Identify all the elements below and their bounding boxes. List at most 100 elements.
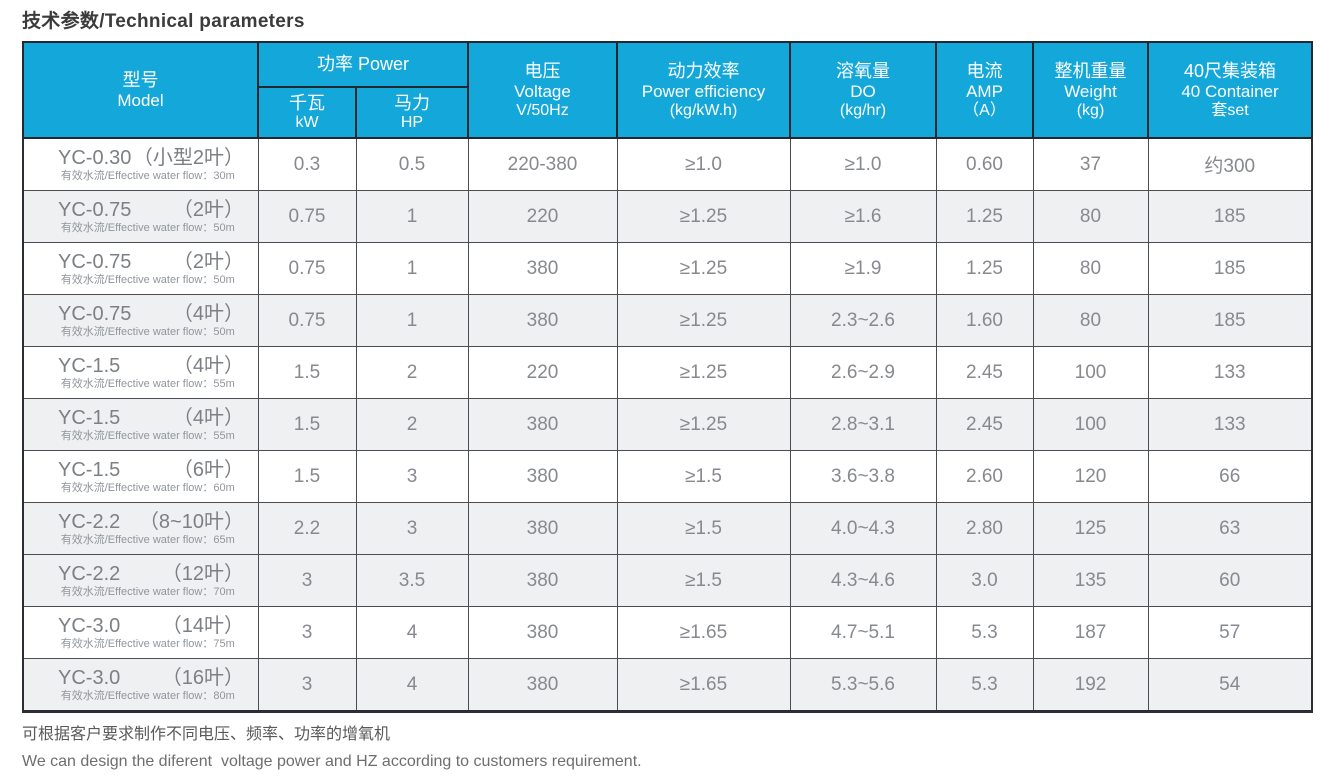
cell-kw: 3 — [257, 658, 357, 712]
model-name: YC-0.75 （2叶） — [58, 199, 244, 221]
table-row: YC-2.2 （8~10叶） 有效水流/Effective water flow… — [22, 502, 1313, 555]
cell-weight: 80 — [1032, 294, 1149, 347]
header-kw-unit: kW — [295, 114, 319, 131]
cell-container: 57 — [1147, 606, 1313, 659]
table-row: YC-1.5 （6叶） 有效水流/Effective water flow：60… — [22, 450, 1313, 503]
cell-do: 4.0~4.3 — [789, 502, 937, 555]
cell-do: ≥1.0 — [789, 137, 937, 191]
cell-voltage: 220 — [467, 346, 618, 399]
cell-amp: 2.45 — [935, 398, 1034, 451]
cell-container: 66 — [1147, 450, 1313, 503]
cell-hp: 1 — [355, 294, 469, 347]
effective-water-flow: 有效水流/Effective water flow：60m — [60, 481, 235, 494]
cell-weight: 100 — [1032, 346, 1149, 399]
footer-note-en: We can design the diferent voltage power… — [22, 753, 642, 770]
model-code: YC-0.75 — [58, 250, 132, 273]
cell-hp: 0.5 — [355, 137, 469, 191]
cell-model: YC-3.0 （14叶） 有效水流/Effective water flow：7… — [22, 606, 259, 659]
header-power: 功率 Power — [257, 41, 469, 88]
header-do-zh: 溶氧量 — [836, 60, 890, 81]
model-name: YC-0.75 （2叶） — [58, 251, 244, 273]
header-efficiency: 动力效率 Power efficiency (kg/kW.h) — [616, 41, 791, 139]
model-name: YC-1.5 （4叶） — [58, 355, 244, 377]
cell-amp: 1.25 — [935, 190, 1034, 243]
cell-do: 4.3~4.6 — [789, 554, 937, 607]
header-voltage: 电压 Voltage V/50Hz — [467, 41, 618, 139]
cell-do: 4.7~5.1 — [789, 606, 937, 659]
model-blades: （4叶） — [172, 354, 244, 377]
model-code: YC-2.2 — [58, 510, 121, 533]
cell-container: 63 — [1147, 502, 1313, 555]
cell-efficiency: ≥1.25 — [616, 242, 791, 295]
footer-note-zh: 可根据客户要求制作不同电压、频率、功率的增氧机 — [22, 726, 391, 743]
cell-kw: 0.75 — [257, 190, 357, 243]
header-model-zh: 型号 — [122, 69, 159, 90]
cell-kw: 1.5 — [257, 450, 357, 503]
header-weight: 整机重量 Weight (kg) — [1032, 41, 1149, 139]
cell-do: 2.8~3.1 — [789, 398, 937, 451]
cell-voltage: 380 — [467, 294, 618, 347]
cell-efficiency: ≥1.25 — [616, 294, 791, 347]
cell-kw: 0.75 — [257, 294, 357, 347]
header-weight-unit: (kg) — [1076, 101, 1105, 119]
cell-amp: 0.60 — [935, 137, 1034, 191]
model-code: YC-1.5 — [58, 406, 121, 429]
cell-weight: 100 — [1032, 398, 1149, 451]
cell-model: YC-0.75 （4叶） 有效水流/Effective water flow：5… — [22, 294, 259, 347]
cell-hp: 3 — [355, 502, 469, 555]
model-name: YC-3.0 （14叶） — [58, 615, 244, 637]
cell-hp: 3.5 — [355, 554, 469, 607]
cell-do: 5.3~5.6 — [789, 658, 937, 712]
model-code: YC-1.5 — [58, 354, 121, 377]
cell-hp: 2 — [355, 346, 469, 399]
cell-weight: 80 — [1032, 190, 1149, 243]
header-efficiency-en: Power efficiency — [641, 81, 766, 101]
effective-water-flow: 有效水流/Effective water flow：50m — [60, 325, 235, 338]
effective-water-flow: 有效水流/Effective water flow：30m — [60, 169, 235, 182]
header-container-en: 40 Container — [1181, 81, 1279, 101]
header-model-en: Model — [117, 90, 164, 110]
header-efficiency-unit: (kg/kW.h) — [669, 101, 738, 119]
effective-water-flow: 有效水流/Effective water flow：55m — [60, 377, 235, 390]
cell-weight: 125 — [1032, 502, 1149, 555]
cell-do: ≥1.9 — [789, 242, 937, 295]
table-row: YC-0.75 （2叶） 有效水流/Effective water flow：5… — [22, 242, 1313, 295]
model-blades: （2叶） — [172, 250, 244, 273]
cell-container: 133 — [1147, 346, 1313, 399]
model-blades: （4叶） — [172, 406, 244, 429]
effective-water-flow: 有效水流/Effective water flow：50m — [60, 273, 235, 286]
cell-weight: 192 — [1032, 658, 1149, 712]
cell-hp: 4 — [355, 658, 469, 712]
cell-voltage: 380 — [467, 450, 618, 503]
cell-kw: 3 — [257, 606, 357, 659]
cell-kw: 0.75 — [257, 242, 357, 295]
cell-container: 约300 — [1147, 137, 1313, 191]
cell-model: YC-1.5 （4叶） 有效水流/Effective water flow：55… — [22, 398, 259, 451]
cell-efficiency: ≥1.25 — [616, 398, 791, 451]
effective-water-flow: 有效水流/Effective water flow：50m — [60, 221, 235, 234]
cell-weight: 120 — [1032, 450, 1149, 503]
table-body: YC-0.30 （小型2叶） 有效水流/Effective water flow… — [22, 137, 1313, 712]
parameters-table: 型号 Model 功率 Power 电压 Voltage V/50Hz 动力效率… — [22, 41, 1313, 713]
cell-kw: 1.5 — [257, 346, 357, 399]
cell-do: ≥1.6 — [789, 190, 937, 243]
page-title: 技术参数/Technical parameters — [22, 11, 305, 32]
cell-model: YC-0.30 （小型2叶） 有效水流/Effective water flow… — [22, 137, 259, 191]
model-blades: （2叶） — [172, 198, 244, 221]
model-code: YC-1.5 — [58, 458, 121, 481]
header-amp-zh: 电流 — [966, 60, 1003, 81]
model-blades: （14叶） — [161, 614, 244, 637]
cell-voltage: 220-380 — [467, 137, 618, 191]
model-code: YC-0.75 — [58, 302, 132, 325]
header-container-zh: 40尺集装箱 — [1183, 60, 1277, 81]
page: 技术参数/Technical parameters 型号 Model 功率 Po… — [0, 11, 1334, 772]
cell-hp: 3 — [355, 450, 469, 503]
cell-hp: 1 — [355, 190, 469, 243]
cell-hp: 2 — [355, 398, 469, 451]
model-name: YC-0.30 （小型2叶） — [58, 147, 244, 169]
header-model: 型号 Model — [22, 41, 259, 139]
cell-amp: 2.60 — [935, 450, 1034, 503]
header-kw: 千瓦 kW — [257, 86, 357, 139]
cell-weight: 37 — [1032, 137, 1149, 191]
cell-voltage: 220 — [467, 190, 618, 243]
